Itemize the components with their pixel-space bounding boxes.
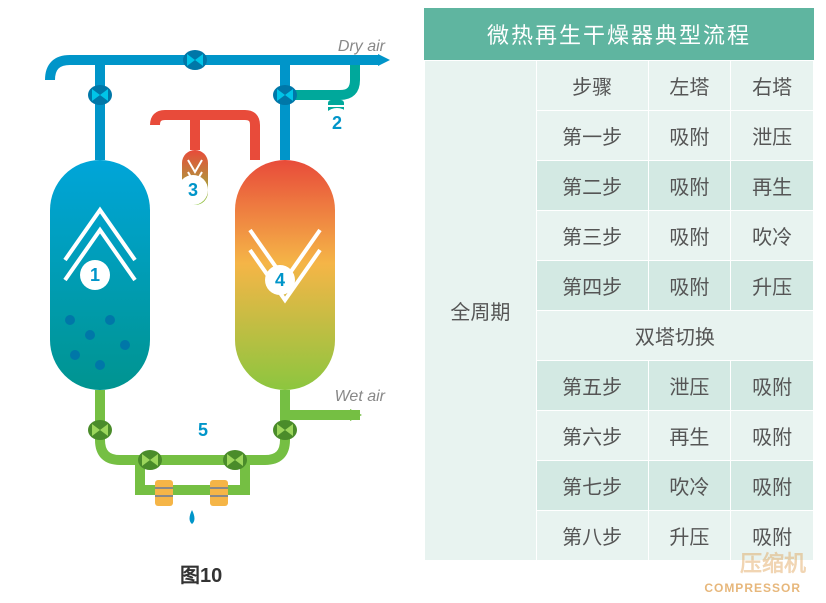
table-cell: 吹冷 [648,461,731,511]
diagram-svg [20,20,400,550]
table-cell: 第四步 [536,261,648,311]
cycle-label: 全周期 [425,61,537,561]
table-cell: 泄压 [731,111,814,161]
flow-table: 全周期步骤左塔右塔第一步吸附泄压第二步吸附再生第三步吸附吹冷第四步吸附升压双塔切… [424,60,814,561]
table-cell: 再生 [731,161,814,211]
table-cell: 第五步 [536,361,648,411]
table-cell: 第六步 [536,411,648,461]
watermark-cn: 压缩机 [740,546,806,578]
table-cell: 升压 [648,511,731,561]
table-cell: 升压 [731,261,814,311]
figure-caption: 图10 [180,559,222,588]
table-header-right: 右塔 [731,61,814,111]
table-title: 微热再生干燥器典型流程 [424,8,814,60]
marker-4: 4 [265,265,295,295]
dry-air-label: Dry air [338,38,385,56]
table-cell: 吸附 [648,211,731,261]
table-cell: 吸附 [648,261,731,311]
table-cell: 吸附 [648,111,731,161]
process-table-area: 微热再生干燥器典型流程 全周期步骤左塔右塔第一步吸附泄压第二步吸附再生第三步吸附… [420,0,826,603]
process-diagram: Dry air Wet air 1 2 3 4 5 图10 [0,0,420,603]
table-cell: 第二步 [536,161,648,211]
table-header-step: 步骤 [536,61,648,111]
table-cell: 吸附 [731,361,814,411]
marker-2: 2 [322,108,352,138]
marker-3: 3 [178,175,208,205]
switch-label: 双塔切换 [536,311,813,361]
table-header-left: 左塔 [648,61,731,111]
table-cell: 吸附 [648,161,731,211]
marker-1: 1 [80,260,110,290]
table-cell: 再生 [648,411,731,461]
table-cell: 吹冷 [731,211,814,261]
marker-5: 5 [188,415,218,445]
watermark-en: COMPRESSOR [704,581,801,595]
table-cell: 泄压 [648,361,731,411]
table-cell: 第八步 [536,511,648,561]
table-cell: 第一步 [536,111,648,161]
table-cell: 吸附 [731,461,814,511]
table-cell: 第三步 [536,211,648,261]
wet-air-label: Wet air [335,388,385,406]
table-cell: 第七步 [536,461,648,511]
table-cell: 吸附 [731,411,814,461]
